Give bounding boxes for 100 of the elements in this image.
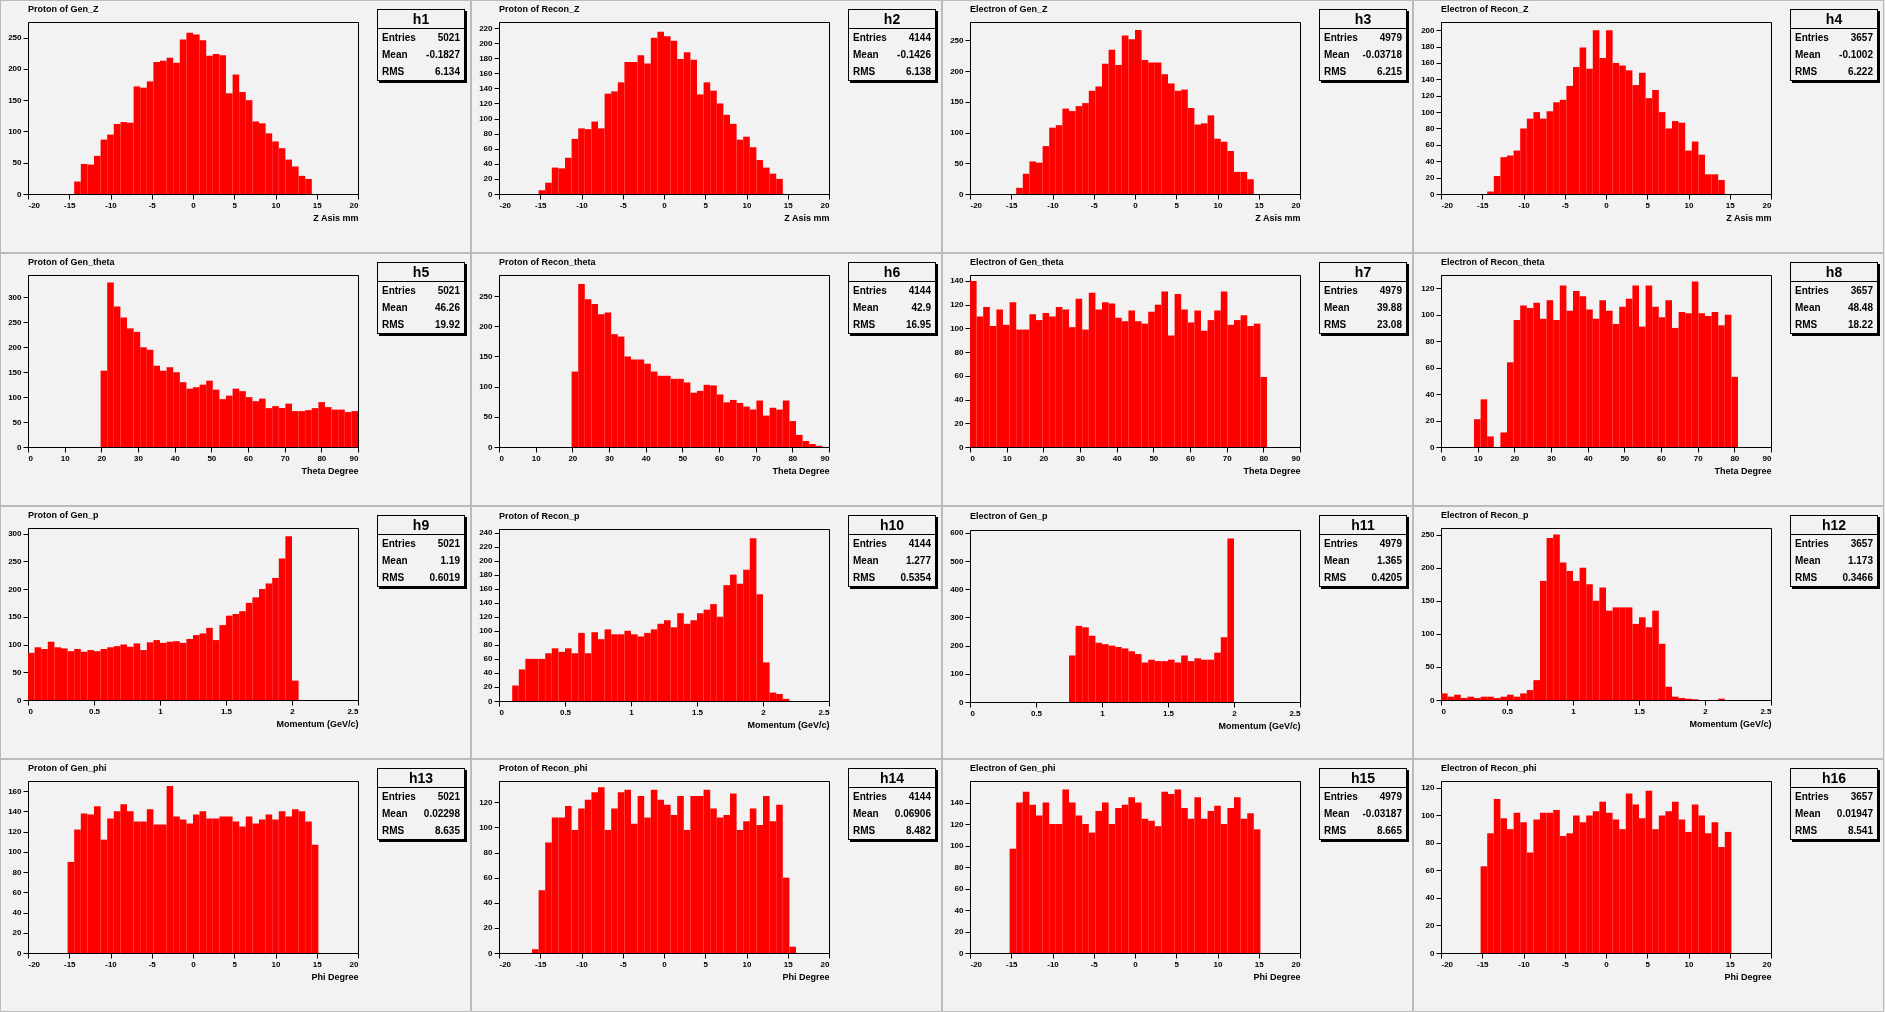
y-tick-label: 0 bbox=[488, 442, 494, 452]
y-tick-label: 80 bbox=[1425, 336, 1436, 346]
x-axis-title: Theta Degree bbox=[301, 465, 359, 476]
x-tick-label: 10 bbox=[1213, 959, 1223, 969]
y-tick-label: 250 bbox=[1421, 530, 1436, 540]
x-tick-label: 20 bbox=[1039, 453, 1049, 463]
y-tick-label: 140 bbox=[950, 276, 965, 286]
x-tick-label: 10 bbox=[60, 453, 71, 463]
y-tick-label: 600 bbox=[950, 528, 965, 538]
text: 48.48 bbox=[1847, 302, 1873, 313]
y-tick-label: 100 bbox=[1421, 310, 1436, 320]
y-tick-label: 0 bbox=[1430, 189, 1436, 199]
y-tick-label: 40 bbox=[1425, 893, 1436, 903]
x-tick-label: -10 bbox=[105, 959, 118, 969]
text: Entries bbox=[1324, 791, 1358, 802]
x-tick-label: 10 bbox=[271, 200, 281, 210]
x-tick-label: 15 bbox=[783, 200, 794, 210]
y-tick-label: 100 bbox=[479, 114, 494, 124]
x-axis-title: Phi Degree bbox=[311, 971, 359, 982]
y-tick-label: 150 bbox=[8, 95, 23, 105]
text: -0.03187 bbox=[1362, 808, 1402, 819]
x-tick-label: 60 bbox=[715, 453, 725, 463]
text: 3657 bbox=[1850, 32, 1873, 43]
y-tick-label: 200 bbox=[8, 584, 23, 594]
x-tick-label: 0 bbox=[1441, 453, 1447, 463]
y-tick-label: 140 bbox=[479, 598, 494, 608]
x-axis-title: Momentum (GeV/c) bbox=[1218, 720, 1301, 731]
x-tick-label: 5 bbox=[1174, 200, 1180, 210]
x-tick-label: 0 bbox=[662, 200, 668, 210]
text: h6 bbox=[849, 263, 935, 282]
x-tick-label: 90 bbox=[1762, 453, 1773, 463]
x-tick-label: 30 bbox=[1547, 453, 1557, 463]
chart-title: Electron of Gen_phi bbox=[970, 763, 1056, 773]
x-tick-label: -10 bbox=[105, 200, 118, 210]
y-tick-label: 0 bbox=[959, 697, 965, 707]
y-tick-label: 40 bbox=[483, 668, 494, 678]
text: Entries bbox=[382, 32, 416, 43]
text: 5021 bbox=[437, 32, 460, 43]
text: 3657 bbox=[1850, 791, 1873, 802]
y-tick-label: 160 bbox=[1421, 58, 1436, 68]
x-tick-label: 70 bbox=[751, 453, 762, 463]
text: RMS bbox=[853, 66, 876, 77]
x-tick-label: -15 bbox=[1005, 959, 1019, 969]
y-tick-label: 300 bbox=[8, 529, 23, 539]
x-tick-label: 2 bbox=[761, 707, 767, 717]
x-tick-label: 5 bbox=[703, 959, 709, 969]
text: Mean bbox=[1324, 555, 1350, 566]
y-tick-label: 40 bbox=[1425, 156, 1436, 166]
x-tick-label: 0 bbox=[499, 453, 505, 463]
text: RMS bbox=[853, 319, 876, 330]
text: Entries bbox=[853, 285, 887, 296]
x-tick-label: 80 bbox=[1259, 453, 1269, 463]
x-tick-label: 10 bbox=[742, 959, 752, 969]
y-tick-label: 100 bbox=[479, 382, 494, 392]
text: Mean bbox=[1795, 555, 1821, 566]
text: Entries bbox=[1795, 538, 1829, 549]
text: 46.26 bbox=[434, 302, 460, 313]
x-tick-label: 30 bbox=[605, 453, 615, 463]
x-tick-label: 1 bbox=[1571, 706, 1577, 716]
text: 4979 bbox=[1379, 285, 1402, 296]
text: 23.08 bbox=[1376, 319, 1402, 330]
y-tick-label: 80 bbox=[954, 862, 965, 872]
x-tick-label: 30 bbox=[1076, 453, 1086, 463]
x-tick-label: -20 bbox=[499, 959, 512, 969]
y-tick-label: 200 bbox=[8, 342, 23, 352]
x-tick-label: 70 bbox=[1693, 453, 1704, 463]
x-tick-label: -20 bbox=[970, 200, 983, 210]
x-tick-label: 15 bbox=[1254, 200, 1265, 210]
y-tick-label: 140 bbox=[479, 83, 494, 93]
y-tick-label: 150 bbox=[479, 351, 494, 361]
x-tick-label: 0 bbox=[28, 453, 34, 463]
y-tick-label: 220 bbox=[479, 542, 494, 552]
text: 6.222 bbox=[1847, 66, 1873, 77]
chart-title: Electron of Recon_theta bbox=[1441, 257, 1546, 267]
y-tick-label: 60 bbox=[1425, 140, 1436, 150]
x-tick-label: 30 bbox=[134, 453, 144, 463]
y-tick-label: 150 bbox=[1421, 596, 1436, 606]
text: Entries bbox=[1795, 32, 1829, 43]
text: 6.134 bbox=[434, 66, 460, 77]
y-tick-label: 200 bbox=[950, 66, 965, 76]
x-tick-label: 20 bbox=[97, 453, 107, 463]
y-tick-label: 60 bbox=[483, 654, 494, 664]
text: 8.635 bbox=[434, 825, 460, 836]
x-tick-label: -15 bbox=[1005, 200, 1019, 210]
x-tick-label: 70 bbox=[1222, 453, 1233, 463]
y-tick-label: 150 bbox=[8, 367, 23, 377]
x-tick-label: 1.5 bbox=[1162, 708, 1175, 718]
x-tick-label: -10 bbox=[1518, 200, 1531, 210]
text: RMS bbox=[1795, 66, 1818, 77]
y-tick-label: 300 bbox=[950, 612, 965, 622]
y-tick-label: 0 bbox=[959, 189, 965, 199]
y-tick-label: 80 bbox=[483, 848, 494, 858]
text: Mean bbox=[853, 302, 879, 313]
y-tick-label: 60 bbox=[1425, 363, 1436, 373]
y-tick-label: 80 bbox=[1425, 123, 1436, 133]
text: Entries bbox=[1324, 32, 1358, 43]
chart-title: Electron of Gen_theta bbox=[970, 257, 1065, 267]
text: 4979 bbox=[1379, 32, 1402, 43]
y-tick-label: 240 bbox=[479, 528, 494, 538]
x-tick-label: 0 bbox=[28, 706, 34, 716]
